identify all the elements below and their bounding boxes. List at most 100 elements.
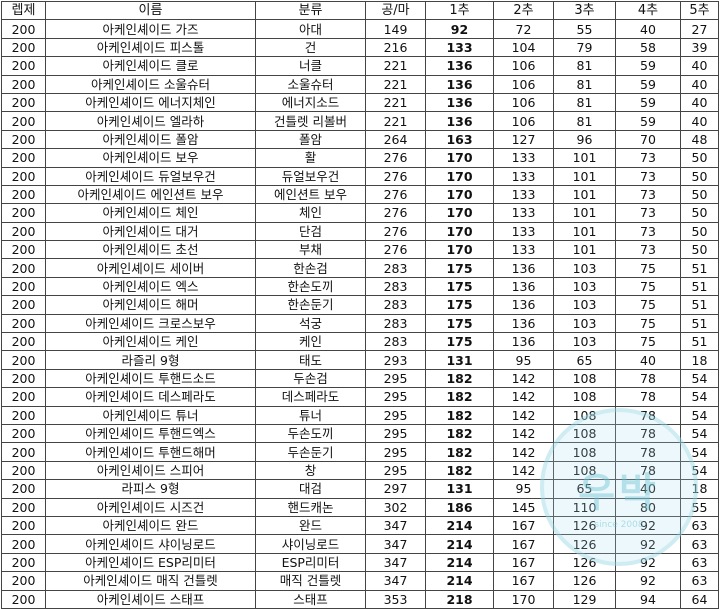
cell-flame-5: 54 [680,387,719,407]
cell-level-req: 200 [1,460,46,481]
cell-flame-3: 65 [553,350,616,370]
cell-level-req: 200 [1,148,46,168]
cell-flame-3: 108 [553,460,616,481]
header-flame-1: 1추 [425,0,494,21]
cell-category: 단검 [255,221,366,242]
table-row: 200 아케인셰이드 소울슈터 소울슈터 221 136 106 81 59 40 [1,74,719,94]
cell-name: 아케인셰이드 클로 [45,56,256,76]
cell-flame-2: 142 [493,442,554,462]
cell-flame-3: 101 [553,221,616,242]
table-row: 200 아케인셰이드 스태프 스태프 353 218 170 129 94 64 [1,589,719,609]
cell-flame-4: 58 [615,37,681,58]
cell-category: 케인 [255,332,366,352]
cell-name: 아케인셰이드 시즈건 [45,497,256,517]
cell-flame-3: 126 [553,571,616,591]
cell-flame-4: 75 [615,332,681,352]
cell-level-req: 200 [1,56,46,76]
cell-level-req: 200 [1,37,46,58]
cell-flame-5: 63 [680,515,719,536]
cell-level-req: 200 [1,166,46,186]
table-row: 200 아케인셰이드 샤이닝로드 샤이닝로드 347 214 167 126 92 63 [1,534,719,554]
cell-name: 아케인셰이드 대거 [45,221,256,242]
cell-flame-4: 73 [615,203,681,223]
cell-category: 한손둔기 [255,295,366,315]
cell-flame-2: 72 [493,19,554,39]
cell-flame-3: 108 [553,423,616,444]
cell-flame-1: 136 [425,56,494,76]
table-row: 200 아케인셰이드 듀얼보우건 듀얼보우건 276 170 133 101 73 50 [1,166,719,186]
cell-attack: 295 [365,442,426,462]
table-row: 200 아케인셰이드 폴암 폴암 264 163 127 96 70 48 [1,129,719,150]
cell-flame-1: 175 [425,332,494,352]
cell-name: 아케인셰이드 에너지체인 [45,92,256,113]
cell-category: 핸드캐논 [255,497,366,517]
cell-name: 아케인셰이드 데스페라도 [45,387,256,407]
cell-flame-3: 101 [553,166,616,186]
cell-attack: 347 [365,515,426,536]
cell-flame-2: 104 [493,37,554,58]
cell-flame-4: 73 [615,240,681,260]
cell-level-req: 200 [1,552,46,573]
cell-flame-1: 92 [425,19,494,39]
cell-flame-2: 142 [493,387,554,407]
cell-name: 아케인셰이드 엑스 [45,276,256,297]
cell-flame-2: 136 [493,313,554,334]
table-row: 200 아케인셰이드 투핸드해머 두손둔기 295 182 142 108 78 54 [1,442,719,462]
cell-flame-5: 40 [680,111,719,131]
cell-flame-5: 40 [680,74,719,94]
cell-flame-3: 103 [553,276,616,297]
cell-flame-2: 136 [493,258,554,278]
cell-name: 아케인셰이드 샤이닝로드 [45,534,256,554]
cell-flame-2: 167 [493,552,554,573]
cell-name: 아케인셰이드 피스톨 [45,37,256,58]
header-flame-5: 5추 [680,0,719,21]
cell-name: 아케인셰이드 투핸드소드 [45,368,256,389]
cell-attack: 276 [365,148,426,168]
cell-category: 두손도끼 [255,423,366,444]
cell-flame-5: 50 [680,184,719,205]
cell-flame-4: 78 [615,405,681,425]
table-row: 200 아케인셰이드 투핸드엑스 두손도끼 295 182 142 108 78 54 [1,423,719,444]
cell-flame-2: 167 [493,534,554,554]
table-row: 200 아케인셰이드 완드 완드 347 214 167 126 92 63 [1,515,719,536]
cell-flame-3: 103 [553,295,616,315]
cell-name: 아케인셰이드 스피어 [45,460,256,481]
cell-flame-1: 182 [425,387,494,407]
cell-flame-1: 136 [425,74,494,94]
cell-flame-2: 145 [493,497,554,517]
cell-flame-2: 136 [493,276,554,297]
table-row: 200 아케인셰이드 ESP리미터 ESP리미터 347 214 167 126 92 63 [1,552,719,573]
cell-flame-3: 55 [553,19,616,39]
cell-flame-5: 63 [680,534,719,554]
cell-flame-5: 40 [680,92,719,113]
cell-flame-5: 50 [680,148,719,168]
cell-flame-1: 186 [425,497,494,517]
cell-flame-2: 133 [493,240,554,260]
cell-flame-3: 126 [553,534,616,554]
cell-flame-2: 142 [493,460,554,481]
cell-flame-3: 126 [553,515,616,536]
cell-level-req: 200 [1,240,46,260]
cell-category: 두손둔기 [255,442,366,462]
table-row: 200 아케인셰이드 체인 체인 276 170 133 101 73 50 [1,203,719,223]
cell-level-req: 200 [1,19,46,39]
table-row: 200 아케인셰이드 해머 한손둔기 283 175 136 103 75 51 [1,295,719,315]
cell-flame-4: 59 [615,92,681,113]
cell-flame-1: 214 [425,515,494,536]
cell-attack: 283 [365,332,426,352]
table-row: 200 아케인셰이드 클로 너클 221 136 106 81 59 40 [1,56,719,76]
cell-level-req: 200 [1,405,46,425]
table-row: 200 아케인셰이드 에너지체인 에너지소드 221 136 106 81 59 40 [1,92,719,113]
cell-flame-5: 50 [680,166,719,186]
cell-level-req: 200 [1,258,46,278]
cell-name: 아케인셰이드 듀얼보우건 [45,166,256,186]
header-name: 이름 [45,0,256,21]
cell-name: 라즐리 9형 [45,350,256,370]
cell-flame-3: 103 [553,258,616,278]
cell-level-req: 200 [1,74,46,94]
cell-level-req: 200 [1,350,46,370]
cell-flame-3: 96 [553,129,616,150]
cell-flame-1: 214 [425,571,494,591]
table-row: 200 아케인셰이드 에인션트 보우 에인션트 보우 276 170 133 101 73 50 [1,184,719,205]
cell-level-req: 200 [1,295,46,315]
